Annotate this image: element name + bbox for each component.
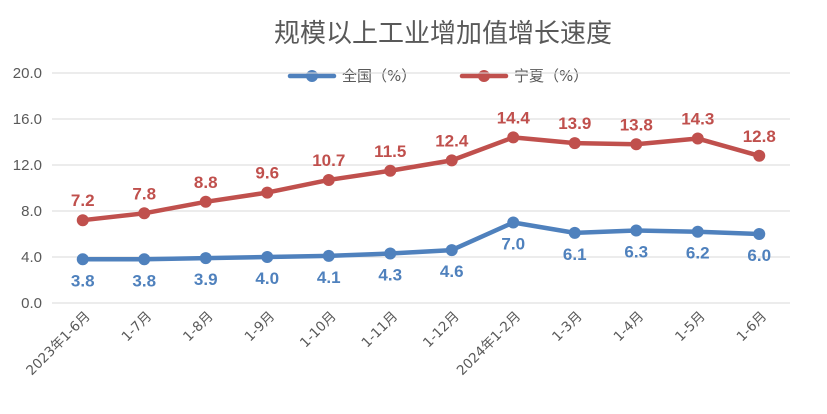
data-point (199, 195, 212, 208)
data-point (445, 154, 458, 167)
series-line (80, 135, 762, 223)
x-tick-label: 1-8月 (180, 309, 216, 345)
data-point (753, 149, 766, 162)
data-label: 6.0 (747, 246, 771, 265)
data-label: 6.3 (624, 243, 648, 262)
data-label: 7.0 (501, 235, 525, 254)
data-point (568, 226, 581, 239)
data-point (507, 216, 520, 229)
data-point (630, 224, 643, 237)
data-point (691, 132, 704, 145)
data-point (445, 244, 458, 257)
data-point (507, 131, 520, 144)
x-tick-label: 1-3月 (549, 309, 585, 345)
data-point (261, 251, 274, 263)
data-label: 3.8 (132, 271, 156, 290)
legend-marker (306, 70, 318, 82)
legend-label: 宁夏（%） (514, 67, 588, 85)
data-label: 7.8 (132, 184, 156, 203)
x-tick-label: 2023年1-6月 (23, 309, 93, 379)
data-label: 3.9 (194, 270, 218, 289)
data-point (384, 164, 397, 177)
data-label: 6.1 (563, 245, 587, 264)
gridlines (52, 72, 790, 304)
data-label: 10.7 (312, 151, 345, 170)
y-tick-label: 8.0 (21, 203, 42, 220)
series-line (80, 220, 762, 262)
data-label: 12.4 (435, 131, 469, 150)
data-point (76, 253, 89, 266)
data-label: 13.8 (620, 115, 653, 134)
y-axis: 0.0 4.0 8.0 12.0 16.0 20.0 (13, 65, 42, 312)
data-label: 3.8 (71, 271, 95, 290)
data-label: 4.6 (440, 262, 464, 281)
data-label: 8.8 (194, 173, 218, 192)
data-label: 9.6 (255, 164, 279, 183)
data-point (199, 252, 212, 265)
x-tick-label: 1-4月 (611, 309, 647, 345)
y-tick-label: 12.0 (13, 157, 42, 174)
series-1: 7.2 7.8 8.8 9.6 10.7 11.5 12.4 14.4 13.9 13.8 14.3… (71, 108, 776, 227)
data-label: 4.0 (255, 269, 279, 288)
x-tick-label: 1-9月 (242, 309, 278, 345)
data-point (76, 214, 89, 227)
data-point (261, 186, 274, 199)
y-tick-label: 0.0 (21, 295, 42, 312)
data-label: 7.2 (71, 191, 95, 210)
data-point (322, 249, 335, 262)
data-point (322, 173, 335, 186)
x-tick-label: 1-11月 (359, 309, 402, 352)
x-tick-label: 1-5月 (672, 309, 708, 345)
data-label: 4.3 (378, 266, 402, 285)
legend: 全国（%） 宁夏（%） (287, 67, 588, 85)
series-0: 3.8 3.8 3.9 4.0 4.1 4.3 4.6 7.0 6.1 6.3 6.2 6.0 (71, 216, 771, 290)
data-point (138, 253, 151, 266)
data-label: 4.1 (317, 268, 341, 287)
x-tick-label: 1-10月 (297, 309, 340, 352)
data-label: 11.5 (374, 142, 406, 161)
y-tick-label: 20.0 (13, 65, 42, 82)
legend-label: 全国（%） (342, 67, 416, 85)
x-tick-label: 1-7月 (119, 309, 155, 345)
legend-marker (478, 70, 490, 82)
x-tick-label: 2024年1-2月 (454, 309, 524, 379)
data-label: 6.2 (686, 244, 710, 263)
data-point (568, 137, 581, 150)
data-label: 14.3 (681, 110, 714, 129)
data-point (384, 247, 397, 260)
series-layer: 3.8 3.8 3.9 4.0 4.1 4.3 4.67.06.1 6.3 6.2 6.07.2 7… (71, 108, 776, 290)
data-point (691, 225, 704, 238)
data-label: 12.8 (743, 127, 776, 146)
x-axis: 2023年1-6月 1-7月 1-8月 1-9月 1-10月 1-11月 1-12月2024… (23, 309, 770, 379)
data-label: 13.9 (558, 114, 591, 133)
x-tick-label: 1-12月 (420, 309, 463, 352)
data-point (753, 228, 766, 240)
chart-title: 规模以上工业增加值增长速度 (274, 19, 612, 49)
x-tick-label: 1-6月 (734, 309, 770, 345)
data-point (138, 207, 151, 220)
y-tick-label: 16.0 (13, 111, 42, 128)
data-label: 14.4 (497, 108, 531, 127)
y-tick-label: 4.0 (21, 249, 42, 266)
data-point (630, 138, 643, 151)
